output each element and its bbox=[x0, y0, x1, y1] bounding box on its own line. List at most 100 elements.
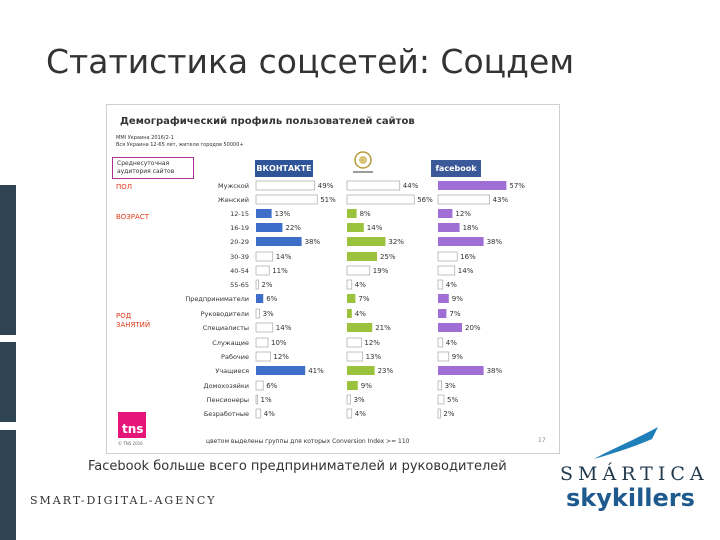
sidebar-accent-middle bbox=[0, 342, 16, 422]
brand-logo-second-site bbox=[348, 148, 378, 176]
survey-meta: MMI Украина 2016/2-1 bbox=[116, 135, 174, 141]
bar-value-label: 13% bbox=[275, 210, 291, 218]
bar-value-label: 8% bbox=[360, 210, 371, 218]
bar-value-label: 57% bbox=[509, 182, 525, 190]
bar bbox=[347, 309, 352, 318]
bar-value-label: 16% bbox=[460, 253, 476, 261]
bar-value-label: 49% bbox=[318, 182, 334, 190]
bar-value-label: 4% bbox=[446, 281, 457, 289]
bar-value-label: 38% bbox=[305, 238, 321, 246]
bar-value-label: 14% bbox=[458, 267, 474, 275]
slide-title: Статистика соцсетей: Соцдем bbox=[46, 42, 575, 81]
bar-value-label: 51% bbox=[320, 196, 336, 204]
bar bbox=[255, 322, 274, 333]
bar-value-label: 9% bbox=[452, 295, 463, 303]
bar-value-label: 14% bbox=[276, 253, 292, 261]
bar-value-label: 56% bbox=[417, 196, 433, 204]
tns-logo-text: tns bbox=[122, 422, 144, 436]
bar bbox=[255, 337, 269, 348]
bar bbox=[438, 294, 449, 303]
bar bbox=[347, 366, 375, 375]
bar-value-label: 12% bbox=[273, 353, 289, 361]
category-label: 12-15 bbox=[230, 210, 249, 218]
bar bbox=[255, 394, 258, 405]
bar bbox=[438, 366, 484, 375]
bar-value-label: 10% bbox=[271, 339, 287, 347]
category-label: Пенсионеры bbox=[207, 396, 249, 404]
bar-value-label: 1% bbox=[261, 396, 272, 404]
bar bbox=[437, 351, 450, 362]
category-label: 30-39 bbox=[230, 253, 249, 261]
chart-frame bbox=[106, 104, 560, 454]
brand-label-vkontakte: ВКОНТАКТЕ bbox=[256, 164, 312, 173]
bar-value-label: 25% bbox=[380, 253, 396, 261]
bar bbox=[346, 279, 353, 290]
bar bbox=[346, 408, 353, 419]
bar bbox=[256, 237, 302, 246]
bar bbox=[255, 194, 318, 205]
bar bbox=[437, 394, 445, 405]
brand-badge-facebook: facebook bbox=[431, 160, 481, 177]
bar-value-label: 13% bbox=[366, 353, 382, 361]
chart-heading: Демографический профиль пользователей са… bbox=[120, 116, 415, 127]
bar-value-label: 6% bbox=[266, 382, 277, 390]
bar-value-label: 14% bbox=[276, 324, 292, 332]
bar bbox=[346, 180, 401, 191]
bar bbox=[347, 252, 377, 261]
bar-value-label: 44% bbox=[403, 182, 419, 190]
bar-value-label: 23% bbox=[378, 367, 394, 375]
bar-value-label: 38% bbox=[487, 238, 503, 246]
bar-value-label: 38% bbox=[487, 367, 503, 375]
bar bbox=[256, 366, 306, 375]
bar bbox=[255, 380, 264, 391]
category-label: Специалисты bbox=[203, 324, 249, 332]
bar bbox=[346, 394, 351, 405]
bar-value-label: 14% bbox=[367, 224, 383, 232]
bar-value-label: 19% bbox=[373, 267, 389, 275]
bar bbox=[346, 194, 415, 205]
bar bbox=[256, 223, 283, 232]
bar bbox=[347, 381, 358, 390]
bar-value-label: 6% bbox=[266, 295, 277, 303]
bar bbox=[437, 408, 441, 419]
emblem-icon bbox=[353, 151, 373, 173]
bar bbox=[437, 337, 444, 348]
bar-value-label: 2% bbox=[443, 410, 454, 418]
bar bbox=[255, 279, 259, 290]
category-label: Безработные bbox=[204, 410, 249, 418]
bar bbox=[346, 337, 362, 348]
group-label-gender: ПОЛ bbox=[116, 183, 133, 191]
bar bbox=[346, 351, 363, 362]
category-label: Служащие bbox=[212, 339, 249, 347]
logo-swoosh-icon bbox=[594, 427, 658, 459]
sidebar-accent-top bbox=[0, 185, 16, 335]
bar-value-label: 4% bbox=[264, 410, 275, 418]
category-label: 20-29 bbox=[230, 238, 249, 246]
bar-value-label: 2% bbox=[261, 281, 272, 289]
agency-name: SMART-DIGITAL-AGENCY bbox=[30, 494, 217, 507]
bar bbox=[255, 180, 316, 191]
skykillers-logo: skykillers bbox=[566, 484, 695, 512]
category-label: Предприниматели bbox=[185, 295, 249, 303]
chart-footnote: цветом выделены группы для которых Conve… bbox=[206, 438, 410, 445]
bar bbox=[347, 223, 364, 232]
bar-value-label: 22% bbox=[285, 224, 301, 232]
smartica-logo: SMÁRTICA bbox=[560, 463, 709, 485]
bar-value-label: 3% bbox=[445, 382, 456, 390]
bar bbox=[437, 194, 490, 205]
bar-value-label: 20% bbox=[465, 324, 481, 332]
tns-logo: tns bbox=[118, 412, 146, 438]
bar bbox=[256, 294, 264, 303]
sidebar-accent-bottom bbox=[0, 430, 16, 540]
bar bbox=[255, 308, 260, 319]
category-label: Женский bbox=[218, 196, 249, 204]
bar bbox=[437, 380, 442, 391]
bar bbox=[256, 209, 272, 218]
bar-value-label: 12% bbox=[364, 339, 380, 347]
category-label: Рабочие bbox=[221, 353, 249, 361]
bar bbox=[347, 323, 373, 332]
bar bbox=[438, 181, 507, 190]
bar-value-label: 32% bbox=[388, 238, 404, 246]
bar bbox=[437, 265, 456, 276]
bar-value-label: 4% bbox=[355, 310, 366, 318]
